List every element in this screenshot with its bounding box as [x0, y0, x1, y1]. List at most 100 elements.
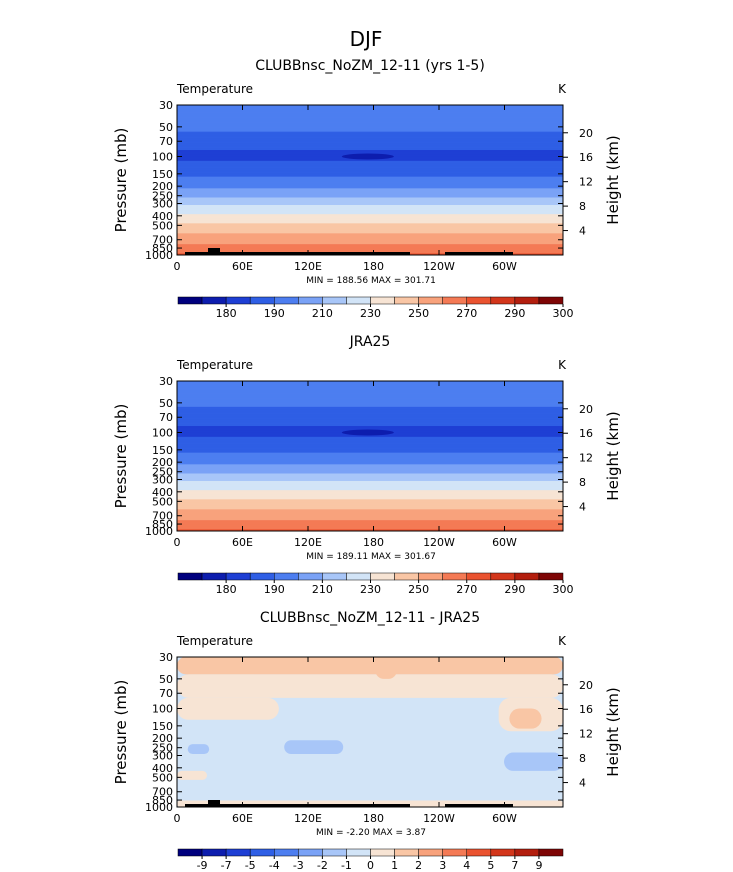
colorbar-swatch [394, 572, 419, 581]
contour-band [177, 240, 563, 242]
contour-band [177, 501, 563, 504]
contour-band [177, 451, 563, 454]
colorbar-swatch [274, 848, 299, 857]
contour-band [177, 436, 563, 439]
y-right-tick-label: 20 [579, 679, 593, 692]
contour-band [177, 511, 563, 513]
y-tick-label: 850 [152, 518, 173, 531]
contour-band [177, 232, 563, 234]
topography [281, 252, 289, 255]
contour-band [177, 442, 563, 445]
colorbar-label: -9 [197, 859, 208, 872]
contour-band [177, 437, 563, 440]
contour-band [177, 162, 563, 164]
contour-band [177, 215, 563, 217]
contour-band [177, 483, 563, 485]
contour-band [177, 249, 563, 251]
colorbar-swatch [514, 572, 540, 581]
contour-band [177, 119, 563, 121]
contour-band [177, 213, 563, 215]
contour-band [177, 173, 563, 175]
colorbar-label: 270 [456, 583, 477, 596]
contour-band [177, 464, 563, 466]
contour-band [177, 443, 563, 445]
colorbar-swatch [177, 848, 203, 857]
contour-band [177, 472, 563, 475]
y-tick-label: 150 [152, 444, 173, 457]
contour-band [177, 115, 563, 118]
x-tick-label: 180 [363, 812, 384, 825]
contour-band [177, 109, 563, 111]
plot-frame [176, 380, 564, 532]
contour-band [177, 425, 563, 427]
contour-band [177, 460, 563, 462]
contour-band [177, 182, 563, 184]
contour-band [177, 481, 563, 484]
contour-band [177, 381, 563, 384]
contour-band [177, 214, 563, 216]
contour-band [177, 435, 563, 437]
contour-band [177, 235, 563, 237]
contour-band [177, 220, 563, 223]
colorbar-label: 2 [415, 859, 422, 872]
contour-band [177, 470, 563, 472]
colorbar-label: 210 [312, 307, 333, 320]
units-label: K [558, 82, 567, 96]
colorbar-swatch [538, 296, 564, 305]
contour-band [177, 526, 563, 529]
y-tick-label: 50 [159, 121, 173, 134]
y-tick-label: 50 [159, 673, 173, 686]
contour-band [177, 410, 563, 412]
contour-band [177, 439, 563, 441]
contour-band [177, 245, 563, 247]
y-axis-label-right: Height (km) [604, 411, 622, 500]
contour-band [177, 222, 563, 224]
contour-region [284, 740, 344, 755]
contour-band [177, 386, 563, 389]
colorbar-swatch [370, 572, 395, 581]
stats-label: MIN = -2.20 MAX = 3.87 [316, 828, 426, 838]
y-tick-label: 70 [159, 411, 173, 424]
colorbar-label: 3 [439, 859, 446, 872]
contour-band [177, 421, 563, 424]
contour-band [177, 175, 563, 177]
contour-band [177, 234, 563, 236]
contour-band [177, 466, 563, 468]
y-tick-label: 500 [152, 219, 173, 232]
colorbar-swatch [466, 848, 492, 857]
y-right-tick-label: 12 [579, 452, 593, 465]
contour-band [177, 391, 563, 394]
y-right-tick-label: 16 [579, 151, 593, 164]
y-tick-label: 700 [152, 510, 173, 523]
contour-band [177, 484, 563, 486]
y-tick-label: 200 [152, 180, 173, 193]
contour-band [177, 226, 563, 229]
contour-band [177, 136, 563, 139]
contour-band [177, 125, 563, 128]
contour-band [177, 247, 563, 249]
y-tick-label: 850 [152, 242, 173, 255]
contour-band [177, 178, 563, 180]
contour-band [177, 395, 563, 397]
contour-band [177, 473, 563, 475]
contour-band [177, 427, 563, 430]
topography [281, 804, 289, 807]
contour-band [177, 486, 563, 489]
contour-band [177, 476, 563, 478]
contour-band [177, 193, 563, 195]
y-tick-label: 1000 [145, 801, 173, 814]
colorbar-swatch [442, 848, 467, 857]
contour-band [177, 116, 563, 119]
colorbar-label: -4 [269, 859, 280, 872]
y-tick-label: 300 [152, 473, 173, 486]
contour-band [177, 521, 563, 523]
contour-band [177, 245, 563, 248]
contour-band [177, 418, 563, 420]
contour-band [177, 125, 563, 127]
contour-band [177, 413, 563, 415]
contour-band [177, 195, 563, 198]
contour-band [177, 522, 563, 525]
colorbar-swatch [322, 848, 347, 857]
contour-band [177, 491, 563, 493]
contour-band [177, 192, 563, 194]
